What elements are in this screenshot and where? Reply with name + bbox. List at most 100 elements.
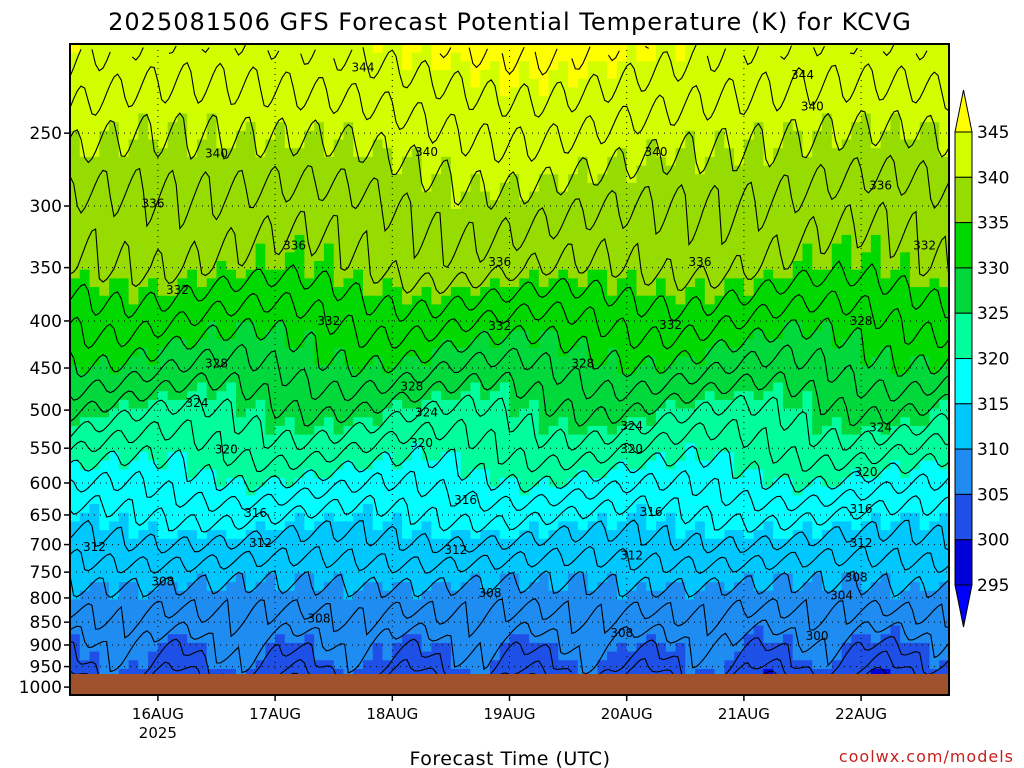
theta-cell [656,373,667,384]
theta-cell [372,634,384,644]
theta-cell [665,104,677,115]
theta-cell [704,339,716,349]
theta-cell [363,391,374,401]
theta-cell [265,608,276,618]
theta-cell [538,287,550,297]
theta-cell [656,122,667,132]
theta-cell [607,399,618,410]
theta-cell [685,139,696,149]
theta-cell [714,148,725,158]
theta-cell [665,208,677,219]
theta-cell [411,243,423,253]
theta-cell [109,252,120,262]
theta-cell [187,399,198,410]
theta-cell [538,356,550,366]
theta-cell [499,70,511,80]
theta-cell [587,347,598,358]
theta-cell [431,182,442,193]
theta-cell [89,373,100,384]
theta-cell [167,460,179,470]
theta-cell [392,538,403,549]
theta-cell [695,582,706,592]
theta-cell [70,122,81,132]
theta-cell [441,330,452,340]
theta-cell [529,122,540,132]
theta-cell [89,234,100,245]
theta-cell [323,304,335,314]
theta-cell [626,269,638,279]
theta-cell [441,113,452,123]
theta-cell [626,504,638,514]
theta-cell [587,573,598,583]
theta-cell [177,504,188,514]
theta-cell [89,460,100,470]
theta-cell [597,304,608,314]
theta-cell [206,530,218,540]
theta-cell [636,70,647,80]
theta-cell [167,130,179,141]
theta-cell [558,469,569,479]
theta-cell [353,504,364,514]
theta-cell [548,278,559,288]
theta-cell [187,564,198,575]
theta-cell [714,191,725,201]
theta-cell [265,547,276,557]
theta-cell [499,651,511,661]
theta-cell [519,495,530,505]
theta-cell [714,130,725,141]
theta-cell [187,61,198,71]
theta-cell [665,44,677,54]
theta-cell [480,278,491,288]
theta-cell [216,130,227,141]
theta-cell [646,642,657,653]
theta-cell [206,590,218,601]
theta-cell [196,425,208,436]
theta-cell [548,208,559,219]
theta-cell [509,469,520,479]
theta-cell [314,304,325,314]
theta-cell [314,642,325,653]
theta-cell [470,651,481,661]
theta-cell [714,70,725,80]
theta-cell [118,261,130,271]
theta-cell [138,590,149,601]
theta-cell [558,252,569,262]
theta-cell [304,278,315,288]
theta-cell [226,478,237,488]
theta-cell [675,139,686,149]
theta-cell [607,356,618,366]
theta-cell [509,304,520,314]
theta-cell [480,295,491,305]
theta-cell [714,104,725,115]
theta-cell [587,87,598,97]
theta-cell [128,321,139,332]
theta-cell [499,530,511,540]
theta-cell [695,356,706,366]
theta-cell [489,44,501,54]
theta-cell [363,130,374,141]
theta-cell [275,616,286,627]
theta-cell [294,469,305,479]
theta-cell [343,616,354,627]
theta-cell [587,130,598,141]
theta-cell [489,165,501,175]
theta-cell [460,191,472,201]
theta-cell [695,564,706,575]
theta-cell [196,243,208,253]
theta-cell [187,70,198,80]
theta-cell [646,44,657,54]
theta-cell [704,208,716,219]
theta-cell [148,104,159,115]
theta-cell [704,486,716,496]
theta-cell [245,451,257,462]
theta-cell [343,70,354,80]
theta-cell [206,425,218,436]
theta-cell [255,486,266,496]
theta-cell [216,295,227,305]
theta-cell [509,408,520,418]
theta-cell [148,651,159,661]
theta-cell [450,287,462,297]
theta-cell [568,295,579,305]
theta-cell [89,226,100,236]
theta-cell [675,486,686,496]
